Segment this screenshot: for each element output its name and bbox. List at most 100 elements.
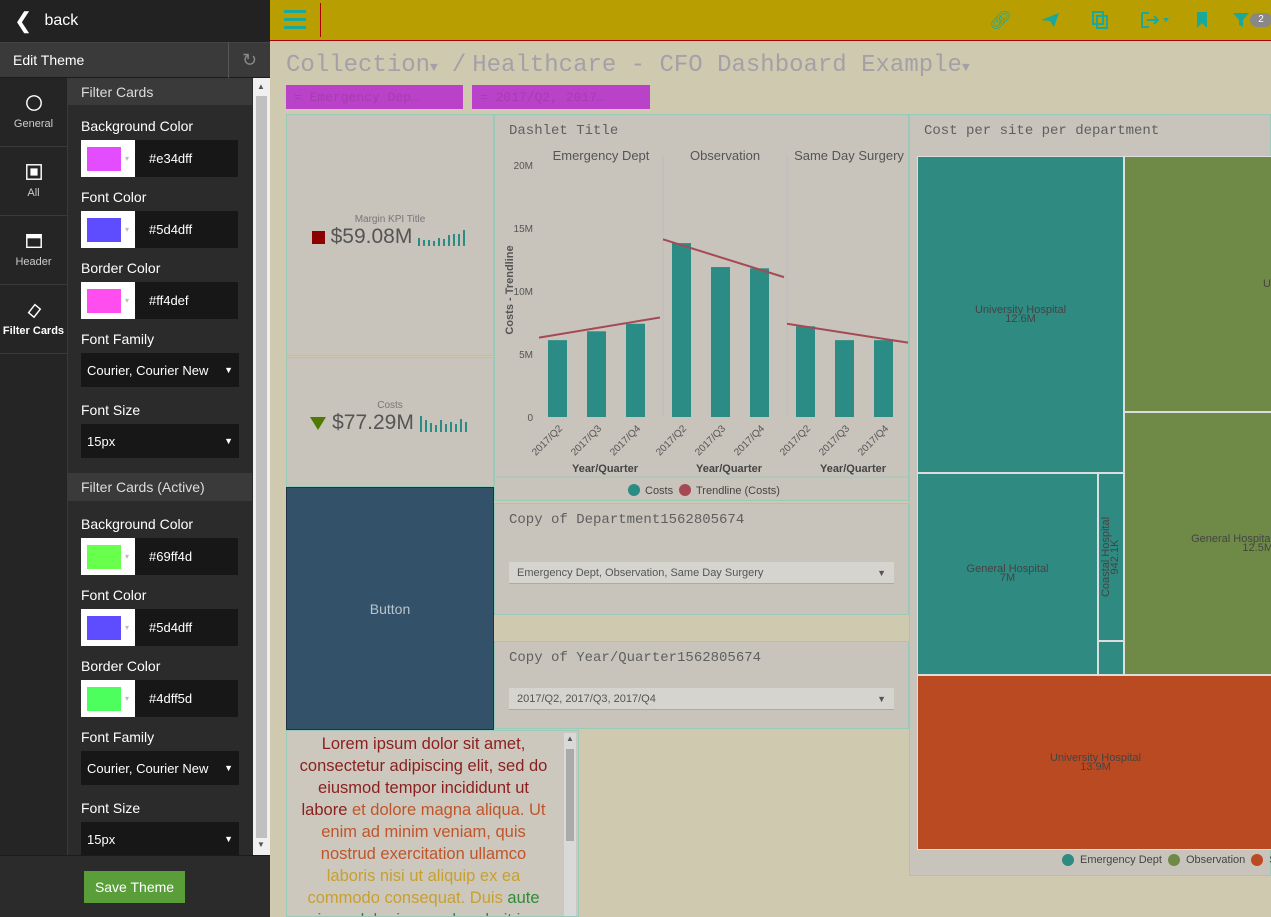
border-color-hex[interactable]: #4dff5d <box>135 680 238 717</box>
x-tick-label: 2017/Q3 <box>569 423 604 458</box>
kpi-title: Costs <box>377 400 403 411</box>
back-button[interactable]: ❮ back <box>0 0 270 42</box>
filter-icon[interactable] <box>1232 12 1250 28</box>
legend-item: Costs <box>645 485 674 497</box>
caret-down-icon[interactable]: ▼ <box>430 60 438 75</box>
reset-icon[interactable]: ↻ <box>228 42 270 78</box>
x-tick-label: 2017/Q2 <box>654 423 689 458</box>
bg-color-hex[interactable]: #69ff4d <box>135 538 238 575</box>
font-color-hex[interactable]: #5d4dff <box>135 609 238 646</box>
department-dropdown-card[interactable]: Copy of Department1562805674 Emergency D… <box>494 503 909 615</box>
settings-panel: Filter Cards Background Color ▾ #e34dff F… <box>68 78 252 855</box>
color-swatch[interactable]: ▾ <box>81 609 135 646</box>
section-header-filter-cards: Filter Cards <box>68 78 252 105</box>
cell-label: General Hospital <box>966 563 1049 575</box>
font-family-select[interactable]: Courier, Courier New ▼ <box>81 751 239 785</box>
breadcrumb-collection[interactable]: Collection <box>286 52 431 79</box>
filter-count-badge: 2 <box>1250 13 1271 27</box>
copy-icon[interactable] <box>1092 11 1108 29</box>
link-icon[interactable]: 🔗︎ <box>989 10 1012 30</box>
department-select[interactable]: Emergency Dept, Observation, Same Day Su… <box>509 562 894 584</box>
color-swatch[interactable]: ▾ <box>81 282 135 319</box>
x-axis-label: Year/Quarter <box>696 463 763 475</box>
text-scrollbar[interactable]: ▲ <box>564 733 576 916</box>
bg-color-label: Background Color <box>81 118 194 134</box>
bar-chart-card[interactable]: Dashlet Title 0 5M 10M 15M 20M Costs - Trendl… <box>494 114 910 501</box>
font-family-select[interactable]: Courier, Courier New ▼ <box>81 353 239 387</box>
group-label: Observation <box>690 148 760 163</box>
treemap-cell[interactable]: General Hospital 7M <box>917 473 1098 675</box>
nav-all[interactable]: All <box>0 147 67 216</box>
font-size-select[interactable]: 15px ▼ <box>81 424 239 458</box>
treemap-legend: Emergency Dept Observation S <box>1062 854 1271 866</box>
trend-line <box>786 322 909 344</box>
treemap-card[interactable]: Cost per site per department University … <box>909 114 1271 876</box>
color-swatch[interactable]: ▾ <box>81 538 135 575</box>
treemap-cell[interactable]: University Hospital 12.6M <box>917 156 1124 473</box>
caret-down-icon: ▼ <box>224 436 233 446</box>
font-family-label: Font Family <box>81 331 155 347</box>
scroll-thumb[interactable] <box>256 96 267 838</box>
caret-down-icon[interactable]: ▼ <box>961 60 970 75</box>
dashboard: 🔗︎ 2 Collection▼ / Healthcare - CFO Dashbo… <box>270 0 1271 917</box>
chart-title: Cost per site per department <box>924 123 1160 139</box>
bar <box>835 340 854 417</box>
save-theme-button[interactable]: Save Theme <box>84 871 185 903</box>
y-tick-label: 10M <box>514 287 533 298</box>
nav-general-label: General <box>13 118 54 130</box>
x-tick-label: 2017/Q4 <box>856 423 891 458</box>
font-color-hex[interactable]: #5d4dff <box>135 211 238 248</box>
treemap-cell[interactable]: Coastal Hospital 942.1K <box>1098 473 1124 641</box>
bg-color-field[interactable]: ▾ #69ff4d <box>81 538 238 575</box>
font-size-select[interactable]: 15px ▼ <box>81 822 239 855</box>
treemap-cell[interactable]: U <box>1124 156 1271 412</box>
color-swatch[interactable]: ▾ <box>81 680 135 717</box>
send-icon[interactable] <box>1040 12 1060 28</box>
border-color-hex[interactable]: #ff4def <box>135 282 238 319</box>
bar <box>548 340 567 417</box>
quarter-select[interactable]: 2017/Q2, 2017/Q3, 2017/Q4 ▼ <box>509 688 894 710</box>
font-color-field[interactable]: ▾ #5d4dff <box>81 211 238 248</box>
down-triangle-icon <box>310 416 327 430</box>
hamburger-menu-icon[interactable] <box>284 10 306 30</box>
cell-label: General Hospital <box>1191 532 1271 545</box>
bg-color-hex[interactable]: #e34dff <box>135 140 238 177</box>
kpi-value: $59.08M <box>330 225 413 248</box>
dropdown-title: Copy of Year/Quarter1562805674 <box>509 650 762 666</box>
quarter-dropdown-card[interactable]: Copy of Year/Quarter1562805674 2017/Q2, … <box>494 641 909 729</box>
nav-filter-cards[interactable]: Filter Cards <box>0 285 67 354</box>
treemap-cell[interactable] <box>1098 641 1124 675</box>
treemap-cell[interactable]: General Hospital 12.5M <box>1124 412 1271 675</box>
button-widget[interactable]: Button <box>286 487 494 730</box>
nav-general[interactable]: General <box>0 78 67 147</box>
chart-title: Dashlet Title <box>509 123 619 139</box>
scroll-down-icon[interactable]: ▼ <box>257 840 265 849</box>
status-square-icon <box>311 230 325 244</box>
legend-dot-icon <box>1251 854 1264 866</box>
scroll-up-icon[interactable]: ▲ <box>257 82 265 91</box>
text-widget[interactable]: Lorem ipsum dolor sit amet, consectetur … <box>286 730 579 917</box>
bg-color-field[interactable]: ▾ #e34dff <box>81 140 238 177</box>
scroll-thumb[interactable] <box>566 749 574 841</box>
panel-scrollbar[interactable]: ▲ ▼ <box>253 78 270 855</box>
cell-value: 7M <box>999 572 1016 584</box>
bookmark-icon[interactable] <box>1196 11 1208 29</box>
cell-label: University Hospital <box>1049 751 1142 764</box>
export-icon[interactable] <box>1140 12 1170 28</box>
border-color-field[interactable]: ▾ #ff4def <box>81 282 238 319</box>
caret-down-icon: ▼ <box>877 567 886 578</box>
filter-chip-quarter[interactable]: = 2017/Q2, 2017… <box>472 85 650 109</box>
kpi-card-margin[interactable]: Margin KPI Title $59.08M <box>286 114 494 356</box>
nav-header[interactable]: Header <box>0 216 67 285</box>
scroll-up-icon[interactable]: ▲ <box>566 734 574 743</box>
border-color-field[interactable]: ▾ #4dff5d <box>81 680 238 717</box>
lorem-span: aute irure dolor in reprehenderit in <box>318 889 540 916</box>
color-swatch[interactable]: ▾ <box>81 211 135 248</box>
kpi-card-costs[interactable]: Costs $77.29M <box>286 357 494 487</box>
font-color-field[interactable]: ▾ #5d4dff <box>81 609 238 646</box>
color-swatch[interactable]: ▾ <box>81 140 135 177</box>
y-tick-label: 5M <box>519 350 533 361</box>
breadcrumb-dashboard[interactable]: Healthcare - CFO Dashboard Example <box>472 52 962 79</box>
treemap-cell[interactable]: University Hospital 13.9M <box>917 675 1271 850</box>
filter-chip-department[interactable]: = Emergency Dep… <box>286 85 463 109</box>
